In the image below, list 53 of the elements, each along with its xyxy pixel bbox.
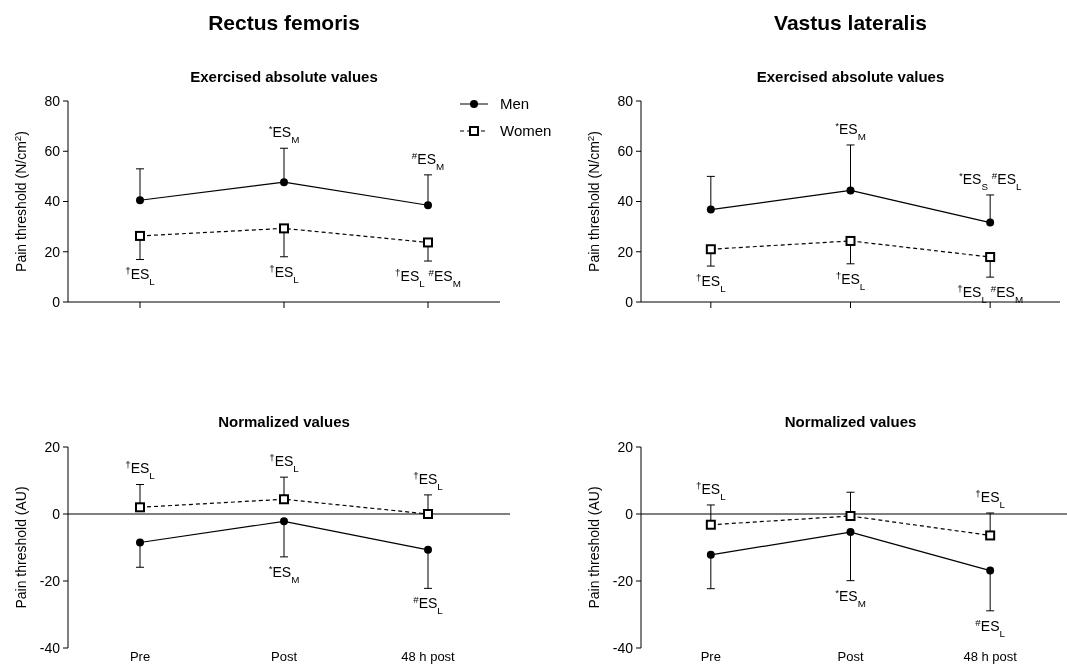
y-tick-label: 20	[617, 243, 634, 260]
x-tick-label: 48 h post	[963, 649, 1018, 664]
chart-subtitle: Exercised absolute values	[756, 68, 945, 85]
y-tick-label: -40	[39, 639, 61, 656]
x-tick-label: Pre	[700, 649, 721, 664]
y-tick-label: -40	[612, 639, 634, 656]
y-tick-label: 20	[617, 438, 634, 455]
annotation: $^{#}$ES$_{L}$	[413, 593, 444, 616]
annotation: $^{†}$ES$_{L}$	[835, 269, 866, 292]
annotation: $^{*}$ES$_{M}$	[268, 122, 300, 145]
annotation: $^{†}$ES$_{L}$	[269, 262, 300, 285]
annotation: $^{*}$ES$_{M}$	[835, 586, 866, 609]
y-tick-label: 0	[52, 505, 61, 522]
annotation: $^{†}$ES$_{L}$	[696, 271, 727, 294]
y-tick-label: 0	[625, 505, 634, 522]
chart-title: Normalized values	[218, 413, 350, 430]
annotation: $^{*}$ES$_{M}$	[268, 562, 300, 585]
legend-label: Women	[500, 122, 552, 140]
annotation: $^{*}$ES$_{M}$	[835, 119, 866, 142]
annotation: $^{†}$ES$_{L}$	[696, 479, 727, 502]
chart-title: Rectus femoris	[208, 11, 360, 34]
y-tick-label: 80	[44, 92, 61, 109]
y-tick-label: -20	[39, 572, 61, 589]
y-axis-title: Pain threshold (AU)	[586, 486, 602, 609]
x-tick-label: 48 h post	[401, 649, 456, 664]
annotation: $^{†}$ES$_{L}$	[269, 451, 300, 474]
annotation: $^{#}$ES$_{L}$	[975, 616, 1006, 639]
legend-label: Men	[500, 95, 530, 113]
chart-title: Normalized values	[784, 413, 917, 430]
annotation: $^{*}$ES$_{S}$ $^{#}$ES$_{L}$	[958, 169, 1022, 192]
y-tick-label: 80	[617, 92, 634, 109]
y-tick-label: -20	[612, 572, 634, 589]
x-tick-label: Post	[270, 649, 298, 664]
y-tick-label: 0	[52, 293, 61, 310]
annotation: $^{†}$ES$_{L}$ $^{#}$ES$_{M}$	[395, 266, 461, 289]
annotation: $^{#}$ES$_{M}$	[411, 149, 445, 172]
chart-subtitle: Exercised absolute values	[190, 68, 378, 85]
y-axis-title: Pain threshold (AU)	[13, 486, 29, 609]
y-tick-label: 40	[44, 193, 61, 210]
chart-title: Vastus lateralis	[774, 11, 927, 34]
annotation: $^{†}$ES$_{L}$	[125, 458, 156, 481]
x-tick-label: Post	[837, 649, 864, 664]
y-tick-label: 40	[617, 193, 634, 210]
y-tick-label: 20	[44, 243, 61, 260]
annotation: $^{†}$ES$_{L}$	[413, 469, 444, 492]
annotation: $^{†}$ES$_{L}$	[125, 264, 156, 287]
y-tick-label: 60	[44, 143, 61, 160]
y-tick-label: 60	[617, 143, 634, 160]
x-tick-label: Pre	[129, 649, 151, 664]
y-tick-label: 20	[44, 438, 61, 455]
annotation: $^{†}$ES$_{L}$ $^{#}$ES$_{M}$	[957, 282, 1024, 305]
annotation: $^{†}$ES$_{L}$	[975, 487, 1006, 510]
y-tick-label: 0	[625, 293, 634, 310]
